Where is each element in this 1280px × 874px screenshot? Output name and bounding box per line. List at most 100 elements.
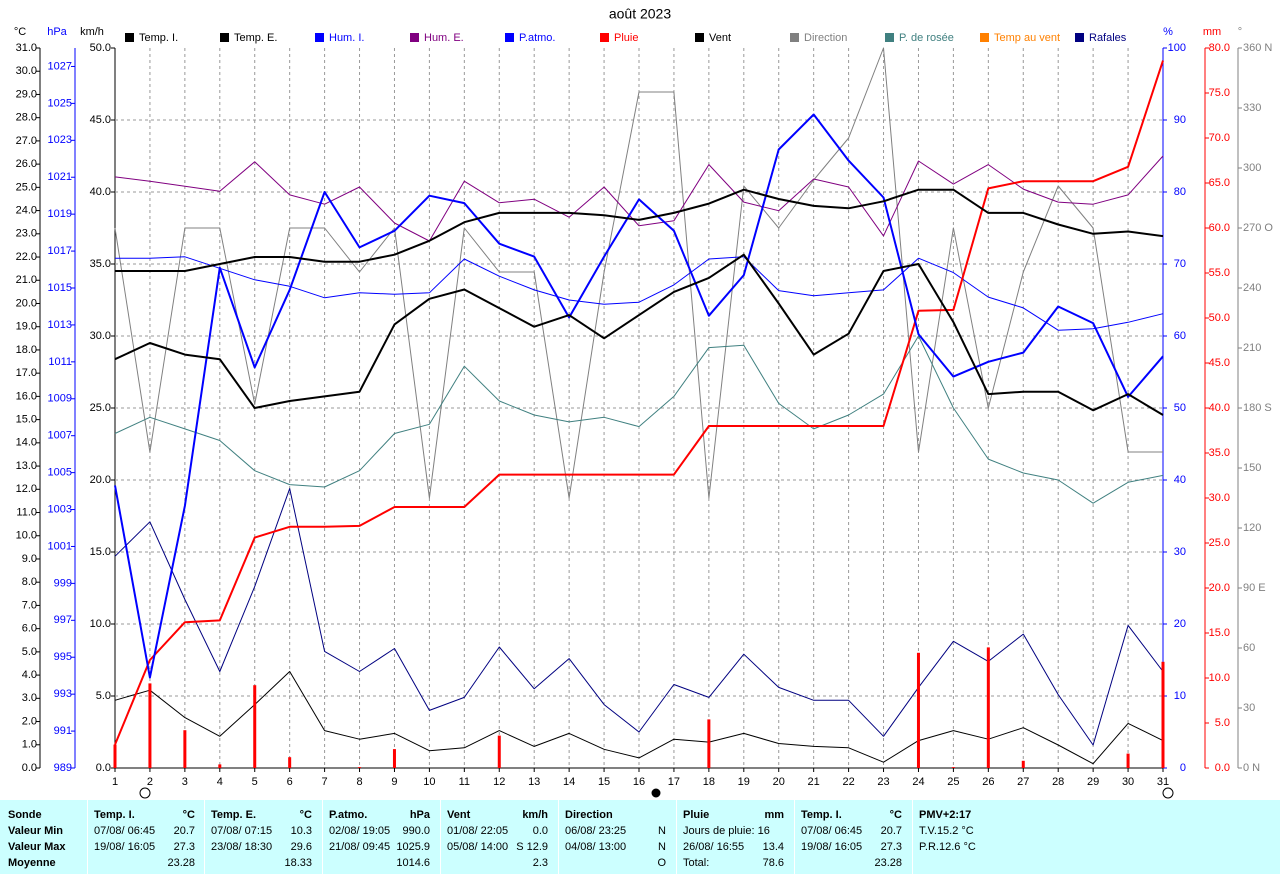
y-tick-label: 10.0 (1209, 672, 1230, 684)
rain-bar (358, 767, 362, 768)
column-separator (676, 800, 677, 874)
rain-bar (1021, 760, 1025, 768)
y-tick-label: 28.0 (16, 112, 37, 124)
y-tick-label: 210 (1243, 342, 1261, 354)
column-separator (558, 800, 559, 874)
y-tick-label: 90 E (1243, 582, 1266, 594)
cell-text: 19/08/ 16:05 (94, 841, 156, 853)
y-tick-label: 20.0 (90, 474, 111, 486)
series-line (114, 47, 1163, 499)
y-tick-label: 60.0 (1209, 222, 1230, 234)
y-tick-label: 1011 (48, 356, 72, 368)
y-tick-label: 100 (1168, 42, 1186, 54)
cell-text: Vent (447, 809, 471, 821)
series-line (114, 60, 1164, 745)
x-tick-label: 11 (459, 776, 470, 788)
legend-label: P. de rosée (899, 32, 954, 44)
cell-text: PMV+2:17 (919, 809, 972, 821)
y-tick-label: 8.0 (22, 576, 37, 588)
y-tick-label: 80.0 (1209, 42, 1230, 54)
moon-full (1162, 787, 1174, 799)
rain-bar (113, 744, 117, 768)
y-tick-label: 3.0 (22, 692, 37, 704)
legend-swatch (220, 33, 229, 42)
x-tick-label: 8 (356, 776, 362, 788)
x-tick-label: 15 (598, 776, 610, 788)
rain-bar (1161, 661, 1165, 768)
y-tick-label: 360 N (1243, 42, 1272, 54)
axis-unit: mm (1203, 26, 1221, 38)
rain-bar (986, 647, 990, 768)
legend-swatch (1075, 33, 1084, 42)
x-tick-label: 18 (703, 776, 715, 788)
legend-label: Rafales (1089, 32, 1127, 44)
y-tick-label: 4.0 (22, 669, 37, 681)
legend-label: Direction (804, 32, 847, 44)
rain-bar (916, 652, 920, 768)
cell-text: 19/08/ 16:05 (801, 841, 863, 853)
y-tick-label: 16.0 (16, 390, 37, 402)
y-tick-label: 6.0 (22, 623, 37, 635)
x-tick-label: 31 (1157, 776, 1169, 788)
y-tick-label: 15.0 (90, 546, 111, 558)
cell-value: °C (889, 809, 902, 821)
cell-text: 04/08/ 13:00 (565, 841, 627, 853)
x-tick-label: 6 (287, 776, 293, 788)
series-line (115, 188, 1164, 272)
y-tick-label: 30.0 (1209, 492, 1230, 504)
y-tick-label: 14.0 (16, 437, 37, 449)
x-tick-label: 3 (182, 776, 188, 788)
y-tick-label: 0.0 (22, 762, 37, 774)
legend-swatch (695, 33, 704, 42)
y-tick-label: 7.0 (22, 599, 37, 611)
x-tick-label: 20 (773, 776, 785, 788)
cell-text: 06/08/ 23:25 (565, 825, 627, 837)
cell-value: S 12.9 (516, 841, 548, 853)
y-tick-label: 30 (1174, 546, 1186, 558)
y-tick-label: 1017 (48, 245, 72, 257)
chart: août 2023 1 2 3 4 5 6 7 8 9 10 11 12 13 14 15 16 17 18 19 2… (13, 5, 1274, 799)
y-tick-label: 24.0 (16, 204, 37, 216)
cell-text: P.atmo. (329, 809, 368, 821)
series-line (114, 253, 1164, 416)
x-tick-label: 4 (217, 776, 223, 788)
cell-text: 05/08/ 14:00 (447, 841, 509, 853)
row-label: Sonde (8, 809, 42, 821)
legend-label: P.atmo. (519, 32, 556, 44)
y-tick-label: 0 N (1243, 762, 1260, 774)
x-tick-label: 12 (493, 776, 505, 788)
cell-text: 07/08/ 06:45 (94, 825, 156, 837)
cell-value: 10.3 (290, 825, 312, 837)
cell-value: mm (764, 809, 784, 821)
cell-text: 07/08/ 06:45 (801, 825, 863, 837)
x-tick-label: 1 (112, 776, 118, 788)
y-tick-label: 15.0 (16, 414, 37, 426)
axis-unit: % (1163, 26, 1173, 38)
y-tick-label: 20.0 (16, 297, 37, 309)
summary-table: Sonde Valeur Min Valeur Max Moyenne Temp. I.… (0, 800, 1280, 874)
cell-value: km/h (522, 809, 548, 821)
x-tick-label: 23 (877, 776, 889, 788)
y-tick-label: 35.0 (1209, 447, 1230, 459)
y-tick-label: 1007 (48, 430, 72, 442)
cell-text: P.R.12.6 °C (919, 841, 976, 853)
cell-value: O (657, 857, 666, 869)
legend-label: Hum. E. (424, 32, 464, 44)
y-tick-label: 27.0 (16, 135, 37, 147)
cell-text: Temp. I. (801, 809, 842, 821)
row-label: Valeur Max (8, 841, 66, 853)
chart-title: août 2023 (609, 6, 671, 22)
column-separator (440, 800, 441, 874)
y-tick-label: 150 (1243, 462, 1261, 474)
y-tick-label: 23.0 (16, 228, 37, 240)
y-tick-label: 1023 (48, 134, 72, 146)
y-tick-label: 50 (1174, 402, 1186, 414)
y-tick-label: 5.0 (22, 646, 37, 658)
x-tick-label: 30 (1122, 776, 1134, 788)
legend-swatch (125, 33, 134, 42)
legend-label: Hum. I. (329, 32, 364, 44)
column-separator (912, 800, 913, 874)
x-tick-label: 2 (147, 776, 153, 788)
cell-value: °C (299, 809, 312, 821)
legend-swatch (790, 33, 799, 42)
